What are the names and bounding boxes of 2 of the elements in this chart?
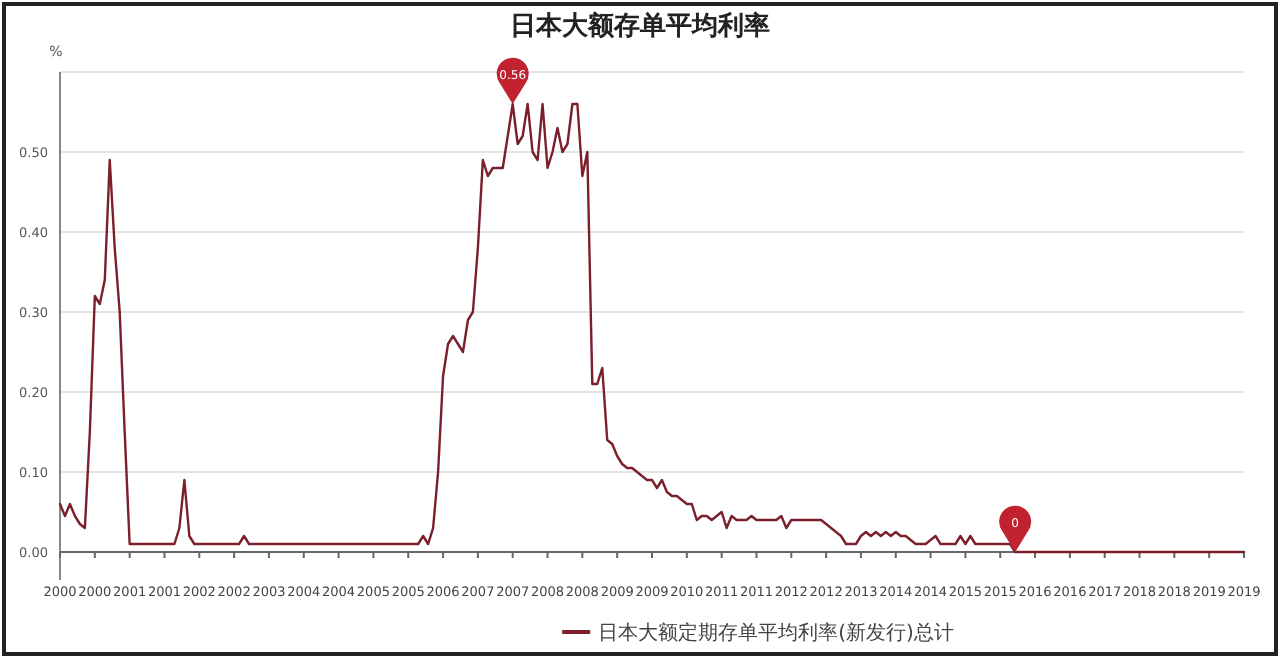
legend-label: 日本大额定期存单平均利率(新发行)总计 xyxy=(598,621,954,645)
chart-title: 日本大额存单平均利率 xyxy=(510,10,770,42)
